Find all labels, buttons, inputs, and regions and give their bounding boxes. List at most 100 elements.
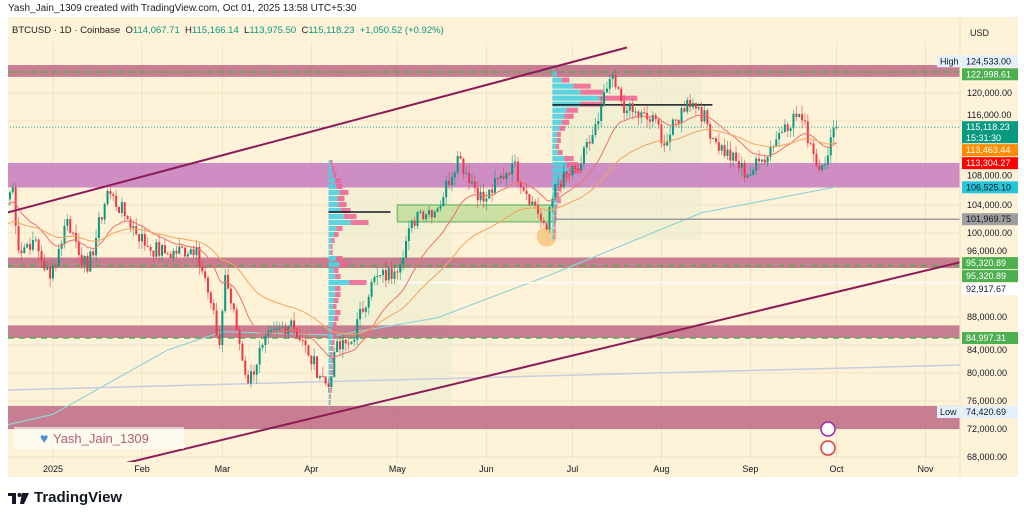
volume-bar-up [328, 232, 335, 237]
price-tick-label: 84,000.00 [967, 345, 1007, 355]
candle-up [161, 245, 164, 256]
candle-down [204, 271, 207, 278]
candle-down [384, 270, 387, 281]
candle-up [554, 184, 557, 199]
candle-down [795, 113, 798, 117]
candle-up [66, 219, 69, 226]
candle-down [152, 250, 155, 257]
candle-down [29, 244, 32, 250]
candle-up [272, 328, 275, 330]
tradingview-logo[interactable]: TradingView [8, 489, 122, 506]
volume-bar-down [334, 298, 339, 303]
candle-up [752, 170, 755, 175]
time-tick-label: 2025 [43, 464, 63, 474]
candle-up [318, 376, 321, 378]
candle-up [106, 191, 109, 204]
candle-up [740, 162, 743, 168]
candle-down [539, 213, 542, 221]
candle-down [123, 202, 126, 216]
chart-credit: Yash_Jain_1309 created with TradingView.… [8, 3, 357, 14]
candle-down [347, 343, 350, 345]
candle-up [186, 254, 189, 257]
volume-bar-down [557, 198, 561, 204]
footer-brand: TradingView [34, 489, 123, 506]
candle-down [588, 141, 591, 144]
zone-resistance [8, 65, 960, 77]
volume-bar-down [564, 156, 574, 162]
candle-down [786, 124, 789, 131]
volume-bar-up [552, 143, 557, 149]
volume-bar-down [557, 186, 561, 192]
volume-bar-up [552, 174, 562, 180]
candle-down [166, 253, 169, 255]
candle-down [565, 171, 568, 175]
zone-support [8, 405, 960, 429]
volume-bar-up [328, 370, 332, 375]
candle-up [456, 156, 459, 173]
candle-down [284, 326, 287, 335]
volume-bar-down [343, 214, 357, 219]
volume-bar-up [552, 125, 560, 131]
candle-down [241, 343, 244, 361]
volume-bar-down [557, 149, 563, 156]
candle-down [43, 260, 46, 270]
volume-bar-up [328, 184, 337, 189]
candle-up [290, 320, 293, 327]
candle-down [74, 232, 77, 242]
candle-up [407, 228, 410, 242]
candle-up [749, 174, 752, 176]
price-tick-label: 68,000.00 [967, 452, 1007, 462]
candle-down [542, 220, 545, 224]
candle-down [491, 189, 494, 193]
low-label: L [244, 25, 250, 36]
currency-label[interactable]: USD [970, 28, 990, 38]
candle-up [393, 271, 396, 279]
volume-bar-down [334, 268, 339, 273]
candle-up [775, 139, 778, 147]
zone-support [8, 325, 960, 338]
candle-up [172, 250, 175, 259]
candle-down [109, 191, 112, 195]
candle-down [158, 242, 161, 256]
candle-up [250, 371, 253, 384]
open-value: 114,067.71 [132, 25, 180, 36]
volume-bar-up [552, 204, 556, 210]
volume-bar-down [332, 334, 337, 339]
candle-down [92, 251, 95, 256]
volume-bar-up [552, 149, 558, 156]
candle-down [663, 143, 666, 146]
price-label: 113,463.44 [966, 145, 1010, 155]
candle-up [132, 226, 135, 228]
volume-bar-up [328, 286, 336, 291]
volume-bar-down [566, 107, 578, 113]
volume-profile-range [328, 159, 452, 412]
volume-bar-up [328, 160, 331, 165]
volume-bar-up [552, 131, 558, 137]
volume-bar-down [573, 83, 591, 89]
candle-down [54, 265, 57, 267]
volume-bar-down [554, 228, 556, 234]
volume-bar-up [328, 298, 335, 303]
candle-up [353, 339, 356, 342]
candle-down [737, 161, 740, 168]
zone-support [8, 257, 960, 268]
candle-up [611, 75, 614, 79]
candle-up [755, 158, 758, 171]
candle-up [826, 155, 829, 165]
ema-slow-line [8, 128, 837, 336]
candle-up [11, 187, 14, 193]
candle-up [824, 164, 827, 166]
candle-down [660, 124, 663, 144]
candle-up [3, 205, 5, 209]
volume-bar-up [328, 316, 335, 321]
price-label: 74,420.69 [966, 407, 1006, 417]
candle-up [399, 264, 402, 273]
candle-up [270, 329, 273, 332]
candle-up [387, 268, 390, 281]
symbol-info[interactable]: BTCUSD · 1D · Coinbase [12, 25, 121, 36]
price-tick-label: 80,000.00 [967, 368, 1007, 378]
candle-up [23, 247, 26, 254]
candle-down [192, 249, 195, 256]
volume-bar-down [330, 364, 333, 369]
